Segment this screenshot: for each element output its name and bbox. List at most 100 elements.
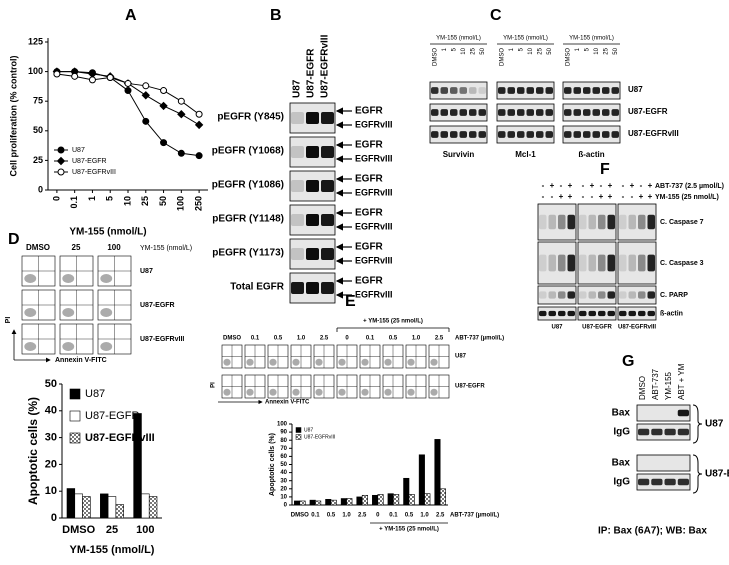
band — [579, 310, 587, 317]
x-tick-label: 25 — [140, 196, 150, 206]
band — [306, 248, 319, 260]
band — [507, 131, 515, 138]
cell-cloud — [269, 358, 277, 366]
y-tick-label: 0 — [51, 512, 57, 524]
column-label: 2.5 — [435, 336, 444, 342]
y-tick-label: 60 — [280, 454, 287, 460]
band-label: EGFR — [355, 242, 384, 253]
band — [602, 131, 610, 138]
blot — [537, 306, 577, 321]
band — [619, 214, 627, 230]
row-label: Bax — [612, 458, 631, 469]
sign: - — [591, 192, 594, 201]
legend-label: U87 — [304, 427, 313, 433]
band-label: EGFR — [355, 276, 384, 287]
bar — [403, 477, 410, 506]
y-axis-label: PI — [5, 317, 12, 324]
panel-label: B — [270, 7, 282, 24]
band — [440, 87, 448, 94]
x-tick-label: 0.5 — [405, 513, 414, 519]
band — [558, 310, 566, 317]
band — [598, 310, 606, 317]
band — [579, 291, 587, 299]
bar — [434, 439, 441, 506]
lane-label: 5 — [452, 47, 458, 51]
blot — [429, 103, 488, 122]
band — [536, 109, 544, 116]
band — [611, 109, 619, 116]
band — [507, 109, 515, 116]
cell-cloud — [62, 342, 75, 351]
row-label: ß-actin — [660, 310, 683, 317]
blot — [537, 285, 577, 305]
band-label: EGFR — [355, 140, 384, 151]
bar — [393, 494, 400, 506]
band — [536, 87, 544, 94]
marker — [177, 110, 186, 119]
bar — [408, 494, 415, 506]
x-tick-label: 2.5 — [358, 513, 367, 519]
band — [498, 131, 506, 138]
bar — [299, 500, 306, 506]
blot — [429, 125, 488, 144]
band-label: EGFRvIII — [355, 289, 393, 299]
blot — [562, 103, 621, 122]
band — [517, 131, 525, 138]
sign: + — [630, 181, 635, 190]
band — [573, 131, 581, 138]
group-header: YM-155 (nmol/L) — [436, 36, 481, 42]
column-label: 0.5 — [389, 336, 398, 342]
x-tick-label: 250 — [193, 196, 203, 211]
panel-label: E — [345, 293, 356, 310]
column-label: 0 — [345, 336, 349, 342]
column-label: U87 — [292, 79, 303, 98]
row-label: C. Caspase 7 — [660, 219, 704, 226]
column-label: ABT + YM — [677, 363, 686, 400]
x-tick-label: 10 — [122, 196, 132, 206]
band — [548, 291, 556, 299]
band — [567, 254, 575, 272]
band — [588, 291, 596, 299]
lane-label: 1 — [442, 47, 448, 51]
band — [450, 131, 458, 138]
band — [459, 131, 467, 138]
band-label: EGFR — [355, 106, 384, 117]
band — [638, 291, 646, 299]
band — [291, 112, 304, 124]
row-label: Bax — [612, 408, 631, 419]
panel-label: A — [125, 7, 137, 24]
bar — [356, 496, 363, 506]
band — [602, 109, 610, 116]
row-label: pEGFR (Y1173) — [212, 248, 284, 259]
column-label: 2.5 — [320, 336, 329, 342]
blot — [562, 125, 621, 144]
treatment-label: YM-155 (25 nmol/L) — [655, 194, 719, 201]
column-label: 100 — [107, 243, 121, 252]
panel-label: F — [600, 161, 610, 178]
band — [517, 109, 525, 116]
legend-label: U87 — [85, 388, 105, 400]
band — [558, 254, 566, 272]
sign: - — [560, 181, 563, 190]
panel-label: G — [622, 353, 634, 370]
band — [548, 214, 556, 230]
sign: + — [608, 192, 613, 201]
band — [459, 87, 467, 94]
cell-cloud — [62, 274, 75, 283]
x-tick-label: DMSO — [62, 524, 95, 536]
column-label: 1.0 — [412, 336, 421, 342]
y-tick-label: 40 — [280, 470, 287, 476]
band — [598, 291, 606, 299]
band — [647, 214, 655, 230]
cell-cloud — [246, 358, 254, 366]
blot — [617, 285, 657, 305]
marker — [106, 74, 114, 82]
blot — [496, 81, 555, 100]
x-axis-label: Annexin V-FITC — [55, 357, 107, 364]
blot — [496, 103, 555, 122]
band — [291, 180, 304, 192]
y-axis-label: PI — [211, 382, 217, 388]
band — [677, 478, 689, 486]
brace — [692, 454, 703, 494]
x-tick-label: 1 — [87, 196, 97, 201]
